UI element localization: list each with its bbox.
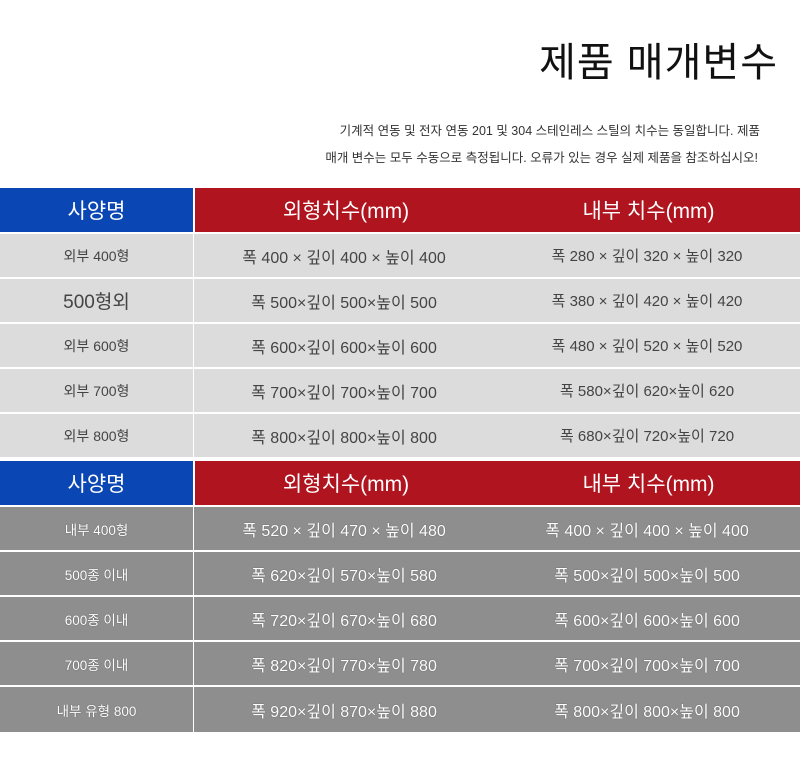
inner-dimensions: 폭 500×깊이 500×높이 500 xyxy=(494,552,800,595)
inner-dimensions: 폭 700×깊이 700×높이 700 xyxy=(494,642,800,685)
table-row: 600종 이내 폭 720×깊이 670×높이 680 폭 600×깊이 600×높… xyxy=(0,597,800,640)
inner-dimensions: 폭 400 × 깊이 400 × 높이 400 xyxy=(494,507,800,550)
spec-name: 500형외 xyxy=(0,279,194,322)
outer-dimensions: 폭 500×깊이 500×높이 500 xyxy=(194,279,494,322)
outer-dimensions: 폭 700×깊이 700×높이 700 xyxy=(194,369,494,412)
table-header: 사양명 외형치수(mm) 내부 치수(mm) xyxy=(0,461,800,505)
header-spec-name: 사양명 xyxy=(0,188,193,232)
spec-name: 내부 400형 xyxy=(0,507,194,550)
table-row: 700종 이내 폭 820×깊이 770×높이 780 폭 700×깊이 700×높… xyxy=(0,642,800,685)
inner-dimensions: 폭 380 × 깊이 420 × 높이 420 xyxy=(494,279,800,322)
exterior-spec-table: 사양명 외형치수(mm) 내부 치수(mm) 외부 400형 폭 400 × 깊이… xyxy=(0,188,800,459)
spec-name: 외부 400형 xyxy=(0,234,194,277)
header-spec-name: 사양명 xyxy=(0,461,193,505)
description-line-2: 매개 변수는 모두 수동으로 측정됩니다. 오류가 있는 경우 실제 제품을 참… xyxy=(325,151,758,165)
header-outer-dimensions: 외형치수(mm) xyxy=(195,461,497,505)
spec-name: 외부 600형 xyxy=(0,324,194,367)
table-row: 500종 이내 폭 620×깊이 570×높이 580 폭 500×깊이 500×높… xyxy=(0,552,800,595)
table-row: 내부 유형 800 폭 920×깊이 870×높이 880 폭 800×깊이 800… xyxy=(0,687,800,732)
spec-name: 500종 이내 xyxy=(0,552,194,595)
outer-dimensions: 폭 720×깊이 670×높이 680 xyxy=(194,597,494,640)
header-inner-dimensions: 내부 치수(mm) xyxy=(497,188,800,232)
inner-dimensions: 폭 480 × 깊이 520 × 높이 520 xyxy=(494,324,800,367)
spec-name: 내부 유형 800 xyxy=(0,687,194,732)
spec-name: 외부 700형 xyxy=(0,369,194,412)
spec-name: 700종 이내 xyxy=(0,642,194,685)
table-row: 외부 800형 폭 800×깊이 800×높이 800 폭 680×깊이 720×높… xyxy=(0,414,800,457)
outer-dimensions: 폭 600×깊이 600×높이 600 xyxy=(194,324,494,367)
inner-dimensions: 폭 580×깊이 620×높이 620 xyxy=(494,369,800,412)
description-line-1: 기계적 연동 및 전자 연동 201 및 304 스테인레스 스틸의 치수는 동… xyxy=(339,124,760,138)
table-row: 외부 700형 폭 700×깊이 700×높이 700 폭 580×깊이 620×높… xyxy=(0,369,800,412)
outer-dimensions: 폭 920×깊이 870×높이 880 xyxy=(194,687,494,732)
header-outer-dimensions: 외형치수(mm) xyxy=(195,188,497,232)
inner-dimensions: 폭 600×깊이 600×높이 600 xyxy=(494,597,800,640)
spec-name: 600종 이내 xyxy=(0,597,194,640)
page-title: 제품 매개변수 xyxy=(539,41,778,85)
outer-dimensions: 폭 800×깊이 800×높이 800 xyxy=(194,414,494,457)
outer-dimensions: 폭 820×깊이 770×높이 780 xyxy=(194,642,494,685)
interior-spec-table: 사양명 외형치수(mm) 내부 치수(mm) 내부 400형 폭 520 × 깊이… xyxy=(0,461,800,734)
outer-dimensions: 폭 520 × 깊이 470 × 높이 480 xyxy=(194,507,494,550)
inner-dimensions: 폭 280 × 깊이 320 × 높이 320 xyxy=(494,234,800,277)
table-row: 외부 400형 폭 400 × 깊이 400 × 높이 400 폭 280 × 깊이… xyxy=(0,234,800,277)
table-row: 외부 600형 폭 600×깊이 600×높이 600 폭 480 × 깊이 520… xyxy=(0,324,800,367)
header-inner-dimensions: 내부 치수(mm) xyxy=(497,461,800,505)
outer-dimensions: 폭 400 × 깊이 400 × 높이 400 xyxy=(194,234,494,277)
table-row: 내부 400형 폭 520 × 깊이 470 × 높이 480 폭 400 × 깊이… xyxy=(0,507,800,550)
table-row: 500형외 폭 500×깊이 500×높이 500 폭 380 × 깊이 420 ×… xyxy=(0,279,800,322)
spec-name: 외부 800형 xyxy=(0,414,194,457)
inner-dimensions: 폭 680×깊이 720×높이 720 xyxy=(494,414,800,457)
table-header: 사양명 외형치수(mm) 내부 치수(mm) xyxy=(0,188,800,232)
inner-dimensions: 폭 800×깊이 800×높이 800 xyxy=(494,687,800,732)
outer-dimensions: 폭 620×깊이 570×높이 580 xyxy=(194,552,494,595)
